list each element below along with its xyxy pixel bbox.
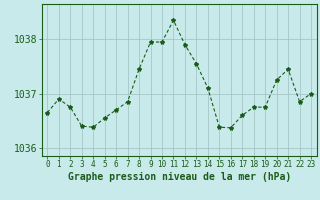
X-axis label: Graphe pression niveau de la mer (hPa): Graphe pression niveau de la mer (hPa)	[68, 172, 291, 182]
